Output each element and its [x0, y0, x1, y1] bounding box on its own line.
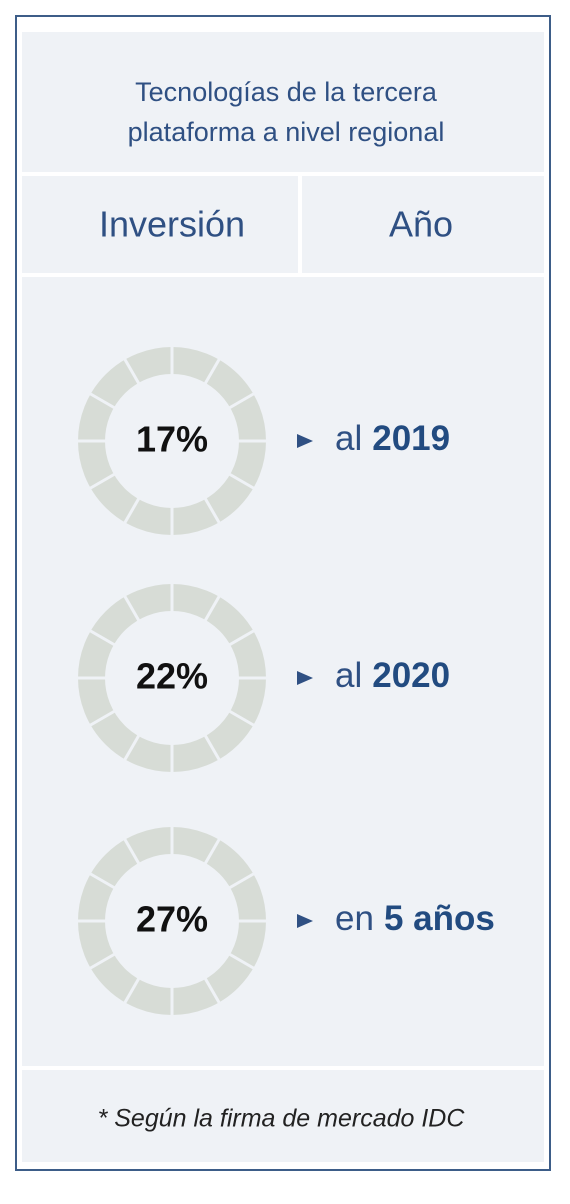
footer-cell: [22, 1070, 544, 1162]
ring-gap: [228, 709, 256, 727]
year-emphasis: 5 años: [384, 899, 495, 938]
year-emphasis: 2020: [372, 656, 450, 695]
ring-gap: [88, 952, 116, 970]
header-cell: [302, 176, 544, 273]
ring-gap: [88, 709, 116, 727]
arrow: [297, 914, 313, 928]
ring-gap: [203, 594, 221, 622]
header-cell: [22, 176, 298, 273]
ring-gap: [203, 837, 221, 865]
year-prefix: al: [335, 656, 362, 695]
percent: 17%: [136, 419, 208, 460]
ring-gap: [88, 872, 116, 890]
ring-gap: [228, 872, 256, 890]
year-prefix: al: [335, 419, 362, 458]
year-emphasis: 2019: [372, 419, 450, 458]
ring-gap: [88, 472, 116, 490]
ring-gap: [88, 392, 116, 410]
year-text: en 5 años: [335, 899, 495, 938]
percent: 22%: [136, 656, 208, 697]
footnote: * Según la firma de mercado IDC: [98, 1105, 466, 1133]
column-header: Inversión: [99, 204, 245, 245]
ring-gap: [123, 734, 141, 762]
ring-gap: [203, 734, 221, 762]
ring-gap: [228, 629, 256, 647]
arrow: [297, 671, 313, 685]
ring-gap: [203, 357, 221, 385]
ring-gap: [88, 629, 116, 647]
year-text: al 2019: [335, 419, 450, 458]
rows: 17% al 2019 22% al 2020 27% en 5 años: [77, 346, 495, 1016]
arrow: [297, 434, 313, 448]
ring-gap: [123, 594, 141, 622]
ring-gap: [228, 952, 256, 970]
title-cell: [22, 32, 544, 172]
ring-gap: [123, 837, 141, 865]
ring-gap: [228, 472, 256, 490]
column-header: Año: [389, 204, 453, 245]
ring-gap: [123, 357, 141, 385]
title-line: plataforma a nivel regional: [128, 117, 445, 147]
percent: 27%: [136, 899, 208, 940]
ring-gap: [203, 977, 221, 1005]
ring-gap: [123, 977, 141, 1005]
year-prefix: en: [335, 899, 374, 938]
ring-gap: [123, 497, 141, 525]
ring-gap: [203, 497, 221, 525]
title-line: Tecnologías de la tercera: [135, 77, 438, 107]
ring-gap: [228, 392, 256, 410]
year-text: al 2020: [335, 656, 450, 695]
